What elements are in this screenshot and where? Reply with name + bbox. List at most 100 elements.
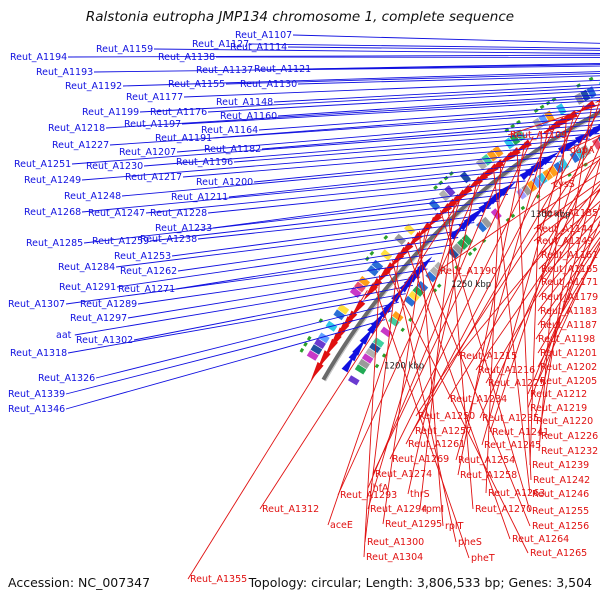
reverse-gene-label: Reut_A1232 — [541, 446, 598, 457]
forward-gene-label: Reut_A1228 — [150, 208, 207, 219]
topology-summary-text: Topology: circular; Length: 3,806,533 bp… — [249, 575, 592, 590]
reverse-gene-label: Reut_A1202 — [540, 362, 597, 373]
reverse-gene-label: Reut_A1225 — [488, 378, 545, 389]
reverse-gene-label: Reut_A1261 — [408, 439, 465, 450]
gc-skew-tick — [438, 180, 443, 185]
reverse-gene-label: Reut_A1264 — [512, 534, 569, 545]
accession-text: Accession: NC_007347 — [8, 575, 150, 590]
reverse-gene-label: thrS — [410, 489, 430, 500]
forward-gene-label: Reut_A1218 — [48, 123, 105, 134]
forward-gene-label: Reut_A1291 — [59, 282, 116, 293]
forward-gene-label: Reut_A1199 — [82, 107, 139, 118]
reverse-gene-label: Reut_A1293 — [340, 490, 397, 501]
gc-skew-tick — [444, 176, 449, 181]
forward-gene-label: Reut_A1238 — [140, 234, 197, 245]
forward-leader-line — [66, 320, 385, 409]
forward-gene-label: Reut_A1211 — [171, 192, 228, 203]
reverse-gene-label: Reut_A1198 — [538, 334, 595, 345]
forward-gene-label: Reut_A1248 — [64, 191, 121, 202]
gc-skew-tick — [534, 108, 539, 113]
forward-gene-label: Reut_A1192 — [65, 81, 122, 92]
forward-gene-label: Reut_A1249 — [24, 175, 81, 186]
reverse-gene-label: Reut_A1300 — [367, 537, 424, 548]
reverse-gene-label: Reut_A1239 — [532, 460, 589, 471]
scale-label: 1300 kbp — [530, 210, 570, 220]
scale-label: 1250 kbp — [451, 280, 491, 290]
forward-gene-label: Reut_A1197 — [124, 119, 181, 130]
reverse-gene-label: Reut_A1304 — [366, 552, 423, 563]
gc-skew-tick — [472, 247, 477, 252]
forward-gene-label: Reut_A1138 — [158, 52, 215, 63]
gc-skew-tick — [300, 348, 305, 353]
forward-gene-label: Reut_A1318 — [10, 348, 67, 359]
reverse-gene-label: cysS — [553, 179, 575, 190]
reverse-gene-label: Reut_A1187 — [540, 320, 597, 331]
gc-skew-tick — [540, 105, 545, 110]
forward-gene-label: aat — [56, 330, 72, 341]
forward-gene-label: Reut_A1251 — [14, 159, 71, 170]
forward-gene-label: Reut_A1177 — [126, 92, 183, 103]
reverse-gene-label: Reut_A1226 — [541, 431, 598, 442]
forward-gene-label: Reut_A1339 — [8, 389, 65, 400]
forward-gene-label: Reut_A1262 — [120, 266, 177, 277]
reverse-gene-label: Reut_A1212 — [530, 389, 587, 400]
reverse-gene-label: Reut_A1165 — [541, 264, 598, 275]
reverse-gene-label: Reut_A1190 — [440, 266, 497, 277]
forward-gene-label: Reut_A1160 — [220, 111, 277, 122]
gc-skew-tick — [468, 252, 473, 257]
reverse-gene-label: Reut_A1312 — [262, 504, 319, 515]
reverse-gene-label: Reut_A1109 — [510, 130, 567, 141]
map-title: Ralstonia eutropha JMP134 chromosome 1, … — [0, 9, 600, 25]
reverse-gene-label: Reut_A1183 — [540, 306, 597, 317]
reverse-gene-label: Reut_A1255 — [532, 506, 589, 517]
gc-skew-tick — [375, 364, 379, 369]
forward-gene-label: Reut_A1297 — [70, 313, 127, 324]
reverse-gene-label: Reut_A1256 — [532, 521, 589, 532]
forward-gene-label: Reut_A1289 — [80, 299, 137, 310]
forward-gene-label: Reut_A1227 — [52, 140, 109, 151]
gene-labels: Reut_A1107Reut_A1127Reut_A1114Reut_A1194… — [8, 30, 598, 585]
forward-gene-label: Reut_A1285 — [26, 238, 83, 249]
reverse-leader-line — [538, 60, 600, 381]
reverse-leader-line — [188, 290, 367, 579]
forward-gene-label: Reut_A1196 — [176, 157, 233, 168]
forward-gene-label: Reut_A1182 — [204, 144, 261, 155]
reverse-gene-label: Reut_A1258 — [460, 470, 517, 481]
reverse-gene-label: Reut_A1274 — [375, 469, 432, 480]
forward-gene-label: Reut_A1346 — [8, 404, 65, 415]
gc-skew-tick — [433, 185, 438, 190]
reverse-gene-label: rplT — [445, 521, 464, 532]
reverse-gene-label: Reut_A1242 — [533, 475, 590, 486]
scale-label: 1200 kbp — [384, 362, 424, 372]
reverse-gene-label: Reut_A1355 — [190, 574, 247, 585]
forward-gene-label: Reut_A1193 — [36, 67, 93, 78]
forward-gene-label: Reut_A1230 — [86, 161, 143, 172]
cog-feature-block — [556, 103, 567, 115]
forward-gene-label: Reut_A1130 — [240, 79, 297, 90]
gc-skew-tick — [383, 235, 388, 240]
gc-skew-tick — [401, 328, 405, 333]
reverse-gene-label: Reut_A1216 — [478, 365, 535, 376]
reverse-gene-label: Reut_A1254 — [458, 455, 515, 466]
forward-gene-label: Reut_A1326 — [38, 373, 95, 384]
reverse-gene-label: pheS — [458, 537, 482, 548]
reverse-gene-label: Reut_A1235 — [482, 413, 539, 424]
forward-gene-label: Reut_A1253 — [114, 251, 171, 262]
forward-gene-label: Reut_A1302 — [76, 335, 133, 346]
reverse-gene-label: Reut_A1245 — [484, 440, 541, 451]
reverse-gene-label: Reut_A1234 — [450, 394, 507, 405]
forward-gene-label: Reut_A1207 — [119, 147, 176, 158]
gc-skew-tick — [521, 206, 526, 211]
reverse-gene-label: Reut_A1257 — [415, 426, 472, 437]
reverse-gene-label: Reut_A1295 — [385, 519, 442, 530]
reverse-gene-label: Reut_A1294 — [370, 504, 427, 515]
reverse-gene-label: Reut_A1220 — [536, 416, 593, 427]
forward-gene-label: Reut_A1137 — [196, 65, 253, 76]
reverse-gene-label: Reut_A1161 — [541, 250, 598, 261]
forward-leader-line — [216, 57, 600, 58]
forward-gene-label: Reut_A1200 — [196, 177, 253, 188]
reverse-gene-label: Reut_A1265 — [530, 548, 587, 559]
reverse-gene-label: Reut_A1215 — [460, 351, 517, 362]
